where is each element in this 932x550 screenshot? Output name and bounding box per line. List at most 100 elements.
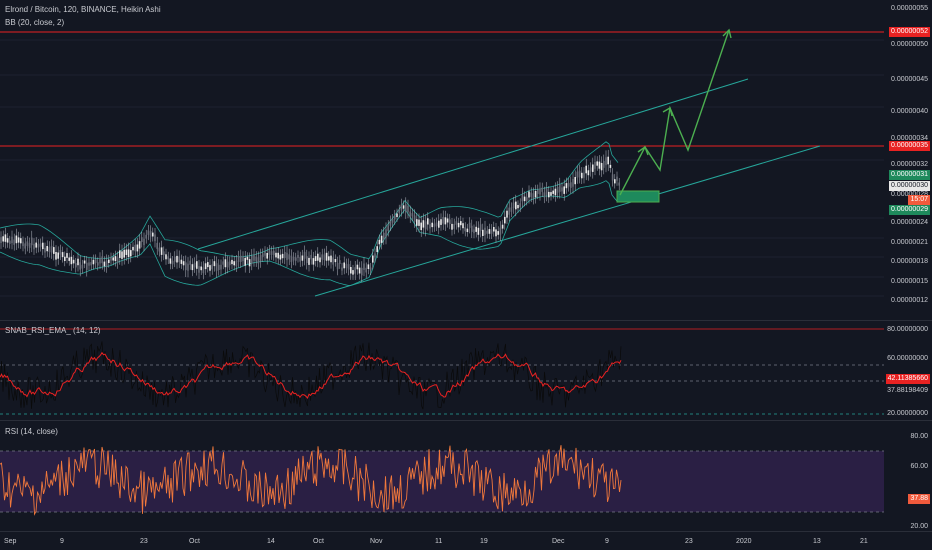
price-candle xyxy=(90,262,92,266)
price-candle xyxy=(112,257,114,261)
price-candle xyxy=(2,236,4,242)
price-candle xyxy=(9,240,11,244)
price-candle xyxy=(345,263,348,269)
price-candle xyxy=(301,255,304,261)
price-candle xyxy=(189,260,191,265)
price-candle xyxy=(323,254,326,260)
price-candle xyxy=(277,252,279,259)
price-candle xyxy=(350,267,352,274)
price-candle xyxy=(334,259,337,263)
snab-pane[interactable]: SNAB_RSI_EMA_ (14, 12) xyxy=(0,321,884,420)
channel-upper-line xyxy=(197,78,749,250)
snab-axis[interactable]: 80.00000000 60.00000000 42.11385660 37.8… xyxy=(884,321,932,420)
price-candle xyxy=(33,243,35,250)
price-candle xyxy=(240,255,242,262)
price-candle xyxy=(101,256,103,264)
price-candle xyxy=(598,161,601,169)
snab-chart[interactable] xyxy=(0,321,884,420)
price-candle xyxy=(394,215,396,220)
price-candle xyxy=(231,259,233,265)
price-candle xyxy=(284,252,286,259)
price-chart[interactable] xyxy=(0,0,884,320)
price-candle xyxy=(508,207,510,215)
price-level: 0.00000032 xyxy=(891,161,928,168)
pane-separator[interactable] xyxy=(0,320,932,321)
price-candle xyxy=(64,256,66,261)
price-candle xyxy=(72,259,75,264)
price-candle xyxy=(343,262,345,269)
price-candle xyxy=(13,239,15,245)
time-label: 14 xyxy=(267,538,275,545)
price-candle xyxy=(396,213,398,217)
countdown-label: 15:07 xyxy=(908,195,930,205)
price-candle xyxy=(482,229,484,236)
price-candle xyxy=(121,251,123,259)
price-candle xyxy=(328,256,330,261)
price-candle xyxy=(519,203,521,208)
price-candle xyxy=(365,267,367,273)
price-candle xyxy=(176,255,178,263)
price-candle xyxy=(400,204,403,211)
projection-arrowhead xyxy=(722,28,732,39)
snab-level: 20.00000000 xyxy=(887,410,928,417)
price-candle xyxy=(477,227,480,235)
price-candle xyxy=(422,220,425,228)
price-candle xyxy=(165,254,167,260)
price-candle xyxy=(517,205,519,209)
price-candle xyxy=(270,251,273,255)
price-candle xyxy=(215,263,218,271)
price-candle xyxy=(545,188,548,195)
price-candle xyxy=(310,254,312,260)
price-candle xyxy=(163,251,165,256)
price-candle xyxy=(6,238,9,243)
price-candle xyxy=(616,176,618,181)
price-candle xyxy=(68,257,70,261)
price-candle xyxy=(204,263,207,270)
price-candle xyxy=(97,262,99,266)
price-candle xyxy=(583,172,585,178)
rsi-chart[interactable] xyxy=(0,421,884,531)
rsi-pane[interactable]: RSI (14, close) xyxy=(0,421,884,531)
price-candle xyxy=(510,207,513,212)
price-candle xyxy=(99,258,101,264)
price-candle xyxy=(167,256,169,260)
price-candle xyxy=(286,252,288,261)
price-candle xyxy=(15,235,18,244)
price-candle xyxy=(572,179,574,187)
price-candle xyxy=(521,194,524,202)
price-candle xyxy=(526,197,528,201)
price-candle xyxy=(244,257,246,266)
price-candle xyxy=(530,192,532,197)
price-candle xyxy=(609,164,612,168)
snab-indicator-title[interactable]: SNAB_RSI_EMA_ (14, 12) xyxy=(5,326,101,335)
rsi-indicator-title[interactable]: RSI (14, close) xyxy=(5,427,58,436)
price-candle xyxy=(376,246,378,252)
price-candle xyxy=(26,241,29,247)
price-candle xyxy=(413,215,416,222)
price-candle xyxy=(275,252,277,258)
pane-separator[interactable] xyxy=(0,420,932,421)
price-candle xyxy=(61,252,64,258)
rsi-axis[interactable]: 80.00 60.00 37.88 20.00 xyxy=(884,421,932,531)
symbol-title[interactable]: Elrond / Bitcoin, 120, BINANCE, Heikin A… xyxy=(5,5,161,14)
price-candle xyxy=(88,262,90,266)
price-candle xyxy=(31,237,33,246)
price-candle xyxy=(264,251,266,256)
price-axis[interactable]: 0.00000055 0.00000052 0.00000050 0.00000… xyxy=(884,0,932,320)
pane-separator xyxy=(0,531,932,532)
price-candle xyxy=(70,256,73,265)
price-candle xyxy=(512,202,515,208)
time-label: 21 xyxy=(860,538,868,545)
price-level: 0.00000040 xyxy=(891,108,928,115)
price-candle xyxy=(222,261,224,265)
price-pane[interactable]: Elrond / Bitcoin, 120, BINANCE, Heikin A… xyxy=(0,0,884,320)
price-candle xyxy=(497,231,499,235)
price-candle xyxy=(576,171,579,178)
price-candle xyxy=(180,259,183,264)
bb-indicator-title[interactable]: BB (20, close, 2) xyxy=(5,18,65,27)
price-candle xyxy=(279,254,282,260)
projection-arrowhead xyxy=(637,145,649,156)
price-candle xyxy=(116,257,119,263)
price-candle xyxy=(402,205,405,209)
price-candle xyxy=(81,264,84,269)
